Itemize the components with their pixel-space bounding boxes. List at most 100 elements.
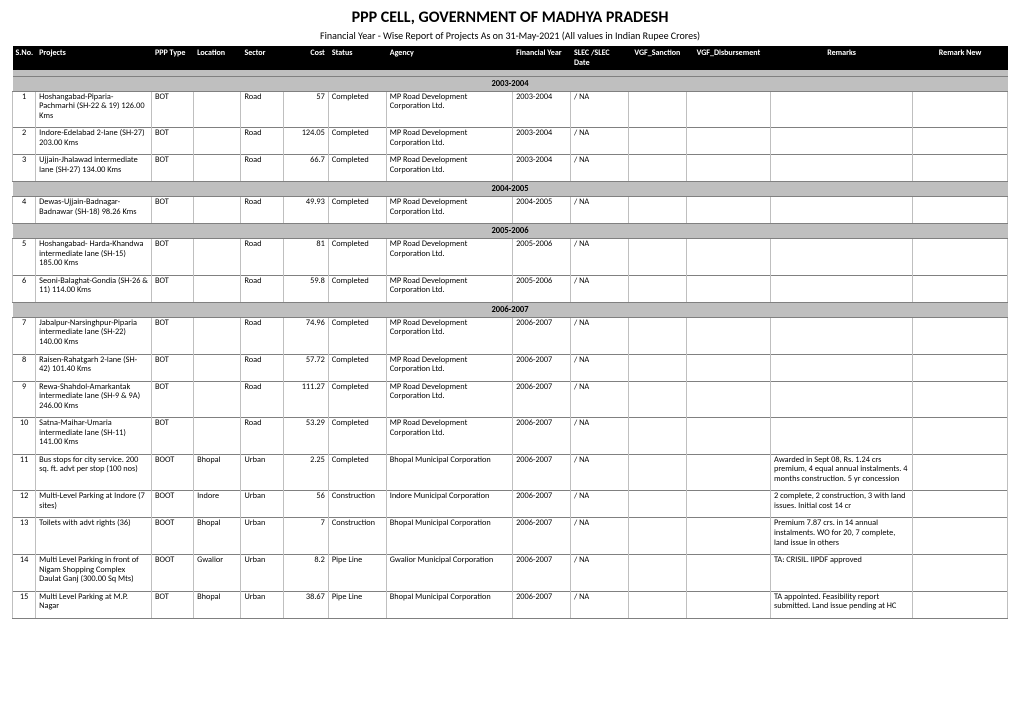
cell-fy: 2006-2007 [513,454,571,491]
column-header-vgfs: VGF_Sanction [628,46,686,70]
cell-remarks [771,317,913,354]
cell-agency: MP Road Development Corporation Ltd. [386,91,512,128]
cell-vgfd [686,454,770,491]
cell-remarknew [913,275,1008,302]
cell-sno: 10 [13,418,36,455]
table-row: 3Ujjain-Jhalawad intermediate lane (SH-2… [13,155,1008,182]
cell-vgfd [686,197,770,224]
cell-status: Completed [328,128,386,155]
cell-sector: Road [241,128,283,155]
cell-status: Completed [328,317,386,354]
column-header-project: Projects [36,46,152,70]
cell-location [194,354,241,381]
cell-vgfs [628,354,686,381]
column-header-fy: Financial Year [513,46,571,70]
cell-slec: / NA [570,239,628,276]
cell-ppptype: BOOT [151,454,193,491]
cell-project: Hoshangabad- Harda-Khandwa intermediate … [36,239,152,276]
column-header-agency: Agency [386,46,512,70]
column-header-slec: SLEC /SLEC Date [570,46,628,70]
cell-cost: 59.8 [283,275,328,302]
cell-sno: 15 [13,591,36,618]
cell-sector: Urban [241,555,283,592]
cell-sector: Urban [241,491,283,518]
cell-status: Completed [328,454,386,491]
table-row: 11Bus stops for city service. 200 sq. ft… [13,454,1008,491]
cell-remarknew [913,128,1008,155]
cell-agency: MP Road Development Corporation Ltd. [386,197,512,224]
cell-agency: Bhopal Municipal Corporation [386,591,512,618]
cell-agency: MP Road Development Corporation Ltd. [386,317,512,354]
cell-slec: / NA [570,91,628,128]
cell-remarks [771,381,913,418]
cell-status: Completed [328,275,386,302]
cell-ppptype: BOT [151,275,193,302]
cell-project: Seoni-Balaghat-Gondia (SH-26 & 11) 114.0… [36,275,152,302]
cell-vgfs [628,128,686,155]
cell-sector: Road [241,239,283,276]
cell-project: Multi-Level Parking at Indore (7 sites) [36,491,152,518]
cell-project: Multi Level Parking in front of Nigam Sh… [36,555,152,592]
cell-location [194,91,241,128]
cell-vgfd [686,354,770,381]
cell-sector: Urban [241,591,283,618]
cell-remarknew [913,91,1008,128]
report-table: S.No.ProjectsPPP TypeLocationSectorCostS… [12,46,1008,619]
cell-sno: 12 [13,491,36,518]
cell-remarknew [913,591,1008,618]
cell-sector: Road [241,155,283,182]
table-head: S.No.ProjectsPPP TypeLocationSectorCostS… [13,46,1008,70]
cell-location: Indore [194,491,241,518]
cell-remarknew [913,197,1008,224]
cell-ppptype: BOT [151,128,193,155]
cell-agency: MP Road Development Corporation Ltd. [386,128,512,155]
cell-agency: Gwalior Municipal Corporation [386,555,512,592]
cell-fy: 2003-2004 [513,128,571,155]
cell-ppptype: BOT [151,317,193,354]
column-header-location: Location [194,46,241,70]
cell-vgfs [628,275,686,302]
table-row: 2Indore-Edelabad 2-lane (SH-27) 203.00 K… [13,128,1008,155]
cell-sector: Road [241,275,283,302]
cell-sno: 9 [13,381,36,418]
cell-slec: / NA [570,275,628,302]
cell-vgfs [628,155,686,182]
cell-remarks [771,197,913,224]
cell-slec: / NA [570,381,628,418]
cell-remarknew [913,555,1008,592]
table-row: 10Satna-Maihar-Umaria intermediate lane … [13,418,1008,455]
cell-slec: / NA [570,197,628,224]
cell-remarks: TA appointed. Feasibility report submitt… [771,591,913,618]
cell-slec: / NA [570,418,628,455]
page-title: PPP CELL, GOVERNMENT OF MADHYA PRADESH [12,8,1008,27]
cell-project: Multi Level Parking at M.P. Nagar [36,591,152,618]
cell-vgfs [628,454,686,491]
table-row: 6Seoni-Balaghat-Gondia (SH-26 & 11) 114.… [13,275,1008,302]
cell-status: Completed [328,354,386,381]
cell-ppptype: BOOT [151,491,193,518]
cell-vgfs [628,239,686,276]
column-header-cost: Cost [283,46,328,70]
cell-location [194,128,241,155]
cell-sno: 5 [13,239,36,276]
cell-sno: 1 [13,91,36,128]
cell-ppptype: BOT [151,354,193,381]
cell-remarknew [913,418,1008,455]
cell-agency: MP Road Development Corporation Ltd. [386,275,512,302]
cell-fy: 2006-2007 [513,518,571,555]
cell-remarknew [913,239,1008,276]
cell-location [194,239,241,276]
cell-agency: MP Road Development Corporation Ltd. [386,239,512,276]
cell-sno: 7 [13,317,36,354]
cell-sno: 4 [13,197,36,224]
cell-sno: 14 [13,555,36,592]
cell-vgfd [686,155,770,182]
cell-vgfd [686,317,770,354]
cell-vgfd [686,555,770,592]
cell-remarknew [913,354,1008,381]
cell-remarks [771,155,913,182]
cell-sector: Road [241,317,283,354]
cell-status: Completed [328,418,386,455]
year-group: 2003-20041Hoshangabad-Piparia-Pachmarhi … [13,70,1008,182]
cell-project: Indore-Edelabad 2-lane (SH-27) 203.00 Km… [36,128,152,155]
